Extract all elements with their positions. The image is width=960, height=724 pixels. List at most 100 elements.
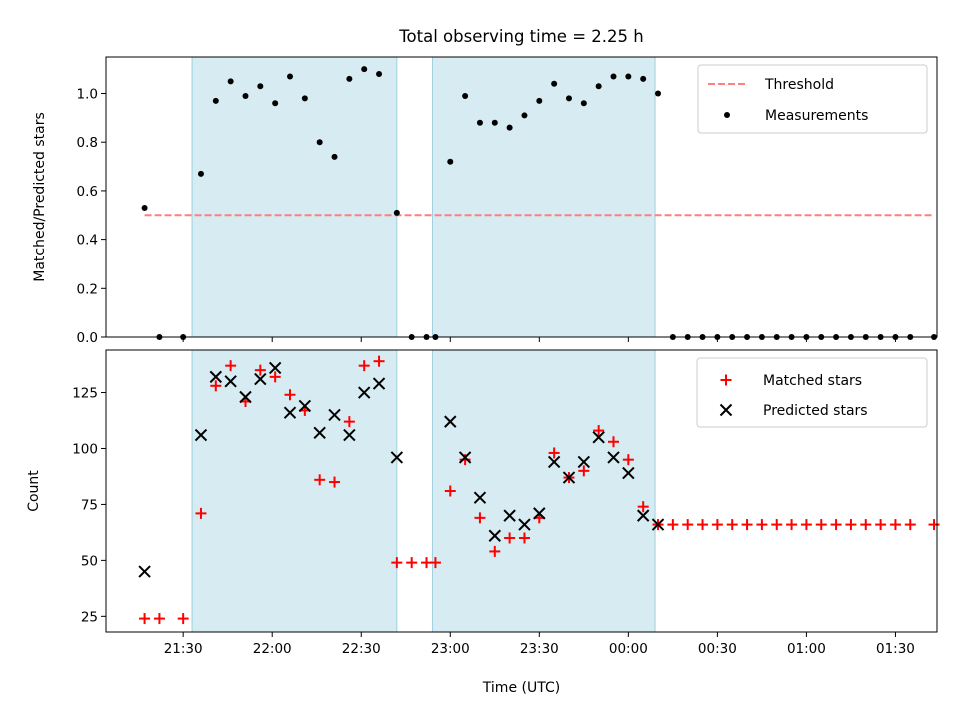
predicted-star-marker (518, 518, 531, 531)
legend-matched-swatch (720, 374, 732, 386)
observing-window-band (432, 57, 656, 337)
matched-star-marker (697, 519, 709, 531)
predicted-star-marker (503, 509, 516, 522)
matched-star-marker (711, 519, 723, 531)
measurement-point (287, 73, 294, 80)
bottom-axes: 25 50 75 100 125 21:30 22:00 22:30 23:00 23:30 00:… (72, 386, 915, 657)
bottom-legend-box (696, 357, 928, 428)
predicted-star-marker (138, 565, 151, 578)
y-tick-label: 75 (81, 497, 98, 513)
measurement-point (506, 124, 513, 131)
matched-star-marker (139, 613, 151, 625)
matched-star-marker (682, 519, 694, 531)
predicted-star-marker (607, 451, 620, 464)
x-axis-label: Time (UTC) (482, 680, 560, 696)
matched-star-marker (373, 355, 385, 367)
predicted-star-marker (577, 455, 591, 469)
predicted-star-marker (622, 466, 635, 480)
legend-measurements-label: Measurements (765, 108, 868, 124)
observing-window-band (192, 350, 397, 632)
predicted-star-marker (473, 491, 487, 504)
predicted-star-marker (283, 406, 297, 419)
matched-star-marker (875, 519, 887, 531)
measurement-point (301, 95, 308, 102)
matched-star-marker (578, 465, 590, 477)
y-tick-label: 125 (72, 386, 98, 402)
top-y-axis-label: Matched/Predicted stars (32, 112, 48, 282)
y-tick-label: 0.6 (77, 184, 98, 200)
x-tick-label: 01:00 (787, 641, 826, 657)
predicted-star-marker (488, 529, 501, 542)
y-tick-label: 1.0 (77, 87, 98, 103)
measurement-point (242, 92, 249, 99)
measurement-point (565, 95, 572, 102)
bottom-legend: Matched stars Predicted stars (696, 357, 928, 428)
measurement-point (227, 78, 234, 85)
predicted-star-marker (357, 386, 371, 399)
matched-star-marker (608, 436, 620, 448)
predicted-star-marker (372, 377, 386, 390)
predicted-star-marker (209, 370, 223, 384)
predicted-star-marker (533, 507, 546, 520)
matched-star-marker (548, 447, 560, 459)
top-legend: Threshold Measurements (697, 64, 928, 134)
predicted-star-marker (636, 509, 650, 522)
predicted-star-marker (239, 390, 252, 404)
predicted-star-marker (328, 408, 341, 422)
bottom-observing-windows (191, 350, 656, 632)
matched-star-marker (771, 519, 783, 531)
legend-matched-label: Matched stars (763, 373, 862, 389)
measurement-point (361, 66, 368, 73)
predicted-star-marker (390, 451, 404, 464)
matched-star-marker (786, 519, 798, 531)
measurement-point (521, 112, 528, 119)
matched-star-marker (889, 519, 901, 531)
measurement-point (536, 97, 543, 104)
predicted-star-marker (254, 372, 267, 386)
predicted-star-marker (298, 399, 312, 413)
matched-star-marker (726, 519, 738, 531)
matched-star-marker (195, 507, 207, 519)
measurement-point (476, 119, 483, 126)
matched-star-marker (622, 454, 634, 466)
matched-star-marker (406, 557, 418, 569)
predicted-star-marker (313, 426, 326, 440)
predicted-star-marker (547, 455, 561, 469)
matched-star-marker (593, 425, 605, 437)
matched-star-marker (815, 519, 827, 531)
matched-star-marker (429, 557, 441, 569)
measurement-point (491, 119, 498, 126)
measurement-point (393, 209, 400, 216)
measurement-point (462, 92, 469, 99)
predicted-star-marker (343, 428, 356, 442)
chart-title: Total observing time = 2.25 h (398, 27, 643, 46)
measurement-point (212, 97, 219, 104)
measurement-point (640, 75, 647, 82)
matched-star-marker (177, 613, 189, 625)
measurement-point (257, 83, 264, 90)
observing-window-band (432, 350, 656, 632)
matched-star-marker (504, 532, 516, 544)
bottom-panel-frame (105, 349, 938, 633)
matched-star-marker (489, 545, 501, 557)
measurement-point (272, 100, 279, 107)
x-tick-label: 21:30 (164, 641, 203, 657)
matched-star-marker (860, 519, 872, 531)
y-tick-label: 50 (81, 553, 98, 569)
matched-star-marker (225, 360, 237, 372)
matched-star-marker (153, 613, 165, 625)
predicted-star-marker (651, 518, 665, 531)
measurement-point (447, 158, 454, 165)
y-tick-label: 0.4 (77, 233, 98, 249)
predicted-star-marker (268, 361, 282, 375)
legend-measurements-swatch (724, 112, 730, 118)
observing-window-band (192, 57, 397, 337)
measurement-point (580, 100, 587, 107)
x-tick-label: 23:00 (431, 641, 470, 657)
x-tick-label: 01:30 (876, 641, 915, 657)
measurements-series (141, 66, 938, 340)
x-tick-label: 00:30 (698, 641, 737, 657)
matched-star-marker (904, 519, 916, 531)
measurement-point (551, 80, 558, 87)
